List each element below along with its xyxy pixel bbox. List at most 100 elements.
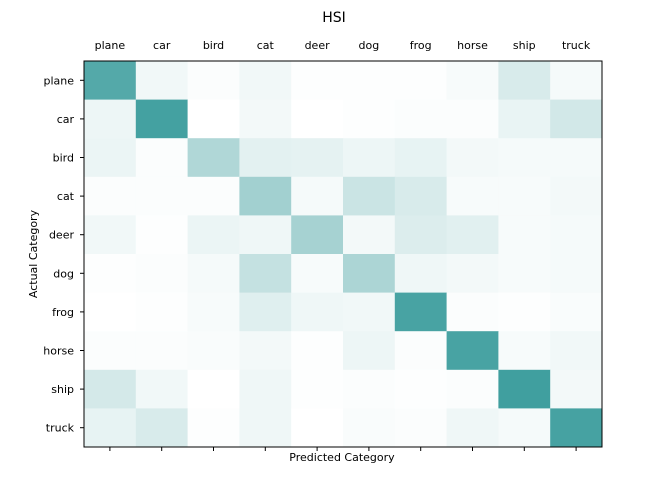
heatmap-cell-frog-frog (394, 292, 447, 332)
x-tick-label-truck: truck (562, 39, 591, 52)
heatmap-cell-frog-car (135, 292, 188, 332)
heatmap-cell-dog-dog (343, 254, 396, 293)
y-tick-label-plane: plane (43, 74, 74, 87)
heatmap-cell-car-car (135, 99, 188, 139)
heatmap-cell-cat-dog (343, 176, 396, 216)
heatmap-cell-horse-deer (291, 331, 344, 371)
heatmap-cell-horse-horse (446, 331, 499, 371)
heatmap-cell-ship-dog (343, 369, 396, 409)
heatmap-cell-ship-deer (291, 369, 344, 409)
heatmap-cell-plane-cat (239, 61, 292, 100)
x-tick-label-dog: dog (359, 39, 380, 52)
heatmap-cell-frog-truck (550, 292, 603, 332)
heatmap-cell-bird-dog (343, 138, 396, 178)
heatmap-cell-truck-truck (550, 408, 603, 448)
x-axis-ticks: plane car bird cat deer dog frog horse ship truck (95, 39, 591, 451)
x-tick-label-car: car (153, 39, 171, 52)
heatmap-cell-car-ship (498, 99, 551, 139)
heatmap-cell-horse-car (135, 331, 188, 371)
x-tick-label-deer: deer (305, 39, 331, 52)
heatmap-cell-ship-truck (550, 369, 603, 409)
heatmap-cell-cat-deer (291, 176, 344, 216)
heatmap-cell-horse-plane (84, 331, 137, 371)
heatmap-cell-ship-horse (446, 369, 499, 409)
heatmap-cell-deer-horse (446, 215, 499, 255)
heatmap-cell-truck-dog (343, 408, 396, 448)
heatmap-cell-horse-ship (498, 331, 551, 371)
heatmap-cell-plane-bird (187, 61, 240, 100)
heatmap-cell-truck-cat (239, 408, 292, 448)
heatmap-cell-frog-deer (291, 292, 344, 332)
heatmap-cell-cat-ship (498, 176, 551, 216)
x-axis-label: Predicted Category (289, 451, 395, 464)
heatmap-cell-plane-car (135, 61, 188, 100)
heatmap-cell-plane-horse (446, 61, 499, 100)
heatmap-cell-truck-frog (394, 408, 447, 448)
heatmap-cell-car-horse (446, 99, 499, 139)
heatmap-cell-deer-frog (394, 215, 447, 255)
heatmap-cell-deer-deer (291, 215, 344, 255)
heatmap-cell-car-dog (343, 99, 396, 139)
heatmap-cell-frog-cat (239, 292, 292, 332)
heatmap-cell-plane-plane (84, 61, 137, 100)
heatmap-cell-cat-frog (394, 176, 447, 216)
y-tick-label-ship: ship (51, 383, 74, 396)
heatmap-cell-deer-dog (343, 215, 396, 255)
heatmap-cell-dog-frog (394, 254, 447, 293)
heatmap-cell-car-truck (550, 99, 603, 139)
heatmap-cell-cat-bird (187, 176, 240, 216)
heatmap-cell-truck-car (135, 408, 188, 448)
heatmap-cell-plane-ship (498, 61, 551, 100)
x-tick-label-frog: frog (410, 39, 432, 52)
heatmap-cell-deer-cat (239, 215, 292, 255)
heatmap-cell-car-cat (239, 99, 292, 139)
heatmap-cell-truck-bird (187, 408, 240, 448)
y-tick-label-dog: dog (53, 267, 74, 280)
heatmap-cell-plane-frog (394, 61, 447, 100)
heatmap-cell-deer-plane (84, 215, 137, 255)
heatmap-cell-deer-bird (187, 215, 240, 255)
heatmap-cell-dog-horse (446, 254, 499, 293)
heatmap-cell-cat-plane (84, 176, 137, 216)
y-tick-label-deer: deer (49, 229, 75, 242)
heatmap-cell-dog-plane (84, 254, 137, 293)
heatmap-cell-ship-cat (239, 369, 292, 409)
y-tick-label-car: car (57, 113, 75, 126)
heatmap-cell-car-frog (394, 99, 447, 139)
heatmap-cell-horse-truck (550, 331, 603, 371)
heatmap-cell-frog-bird (187, 292, 240, 332)
heatmap-cell-ship-bird (187, 369, 240, 409)
heatmap-cell-truck-ship (498, 408, 551, 448)
x-tick-label-horse: horse (457, 39, 488, 52)
heatmap-cell-bird-car (135, 138, 188, 178)
heatmap-cell-bird-cat (239, 138, 292, 178)
heatmap-cell-car-plane (84, 99, 137, 139)
heatmap-cell-dog-truck (550, 254, 603, 293)
heatmap-cell-ship-frog (394, 369, 447, 409)
plot-frame (83, 60, 603, 448)
heatmap-cell-frog-dog (343, 292, 396, 332)
heatmap-cell-frog-ship (498, 292, 551, 332)
heatmap-cell-horse-dog (343, 331, 396, 371)
heatmap-cell-cat-cat (239, 176, 292, 216)
y-tick-label-horse: horse (43, 345, 74, 358)
y-tick-label-frog: frog (52, 306, 74, 319)
heatmap-cell-bird-deer (291, 138, 344, 178)
heatmap-cell-dog-cat (239, 254, 292, 293)
y-axis-ticks: plane car bird cat deer dog frog horse ship truck (43, 74, 84, 435)
x-tick-label-bird: bird (203, 39, 224, 52)
heatmap-cell-cat-horse (446, 176, 499, 216)
y-axis-label: Actual Category (27, 209, 40, 298)
heatmap-cell-horse-frog (394, 331, 447, 371)
y-tick-label-truck: truck (46, 422, 75, 435)
heatmap-cell-ship-car (135, 369, 188, 409)
heatmap-cell-dog-bird (187, 254, 240, 293)
x-tick-label-ship: ship (513, 39, 536, 52)
heatmap-cell-plane-dog (343, 61, 396, 100)
heatmap-cell-ship-ship (498, 369, 551, 409)
heatmap-cell-car-bird (187, 99, 240, 139)
heatmap-cell-deer-truck (550, 215, 603, 255)
heatmap-cell-horse-bird (187, 331, 240, 371)
heatmap-cell-deer-car (135, 215, 188, 255)
heatmap-cell-plane-deer (291, 61, 344, 100)
